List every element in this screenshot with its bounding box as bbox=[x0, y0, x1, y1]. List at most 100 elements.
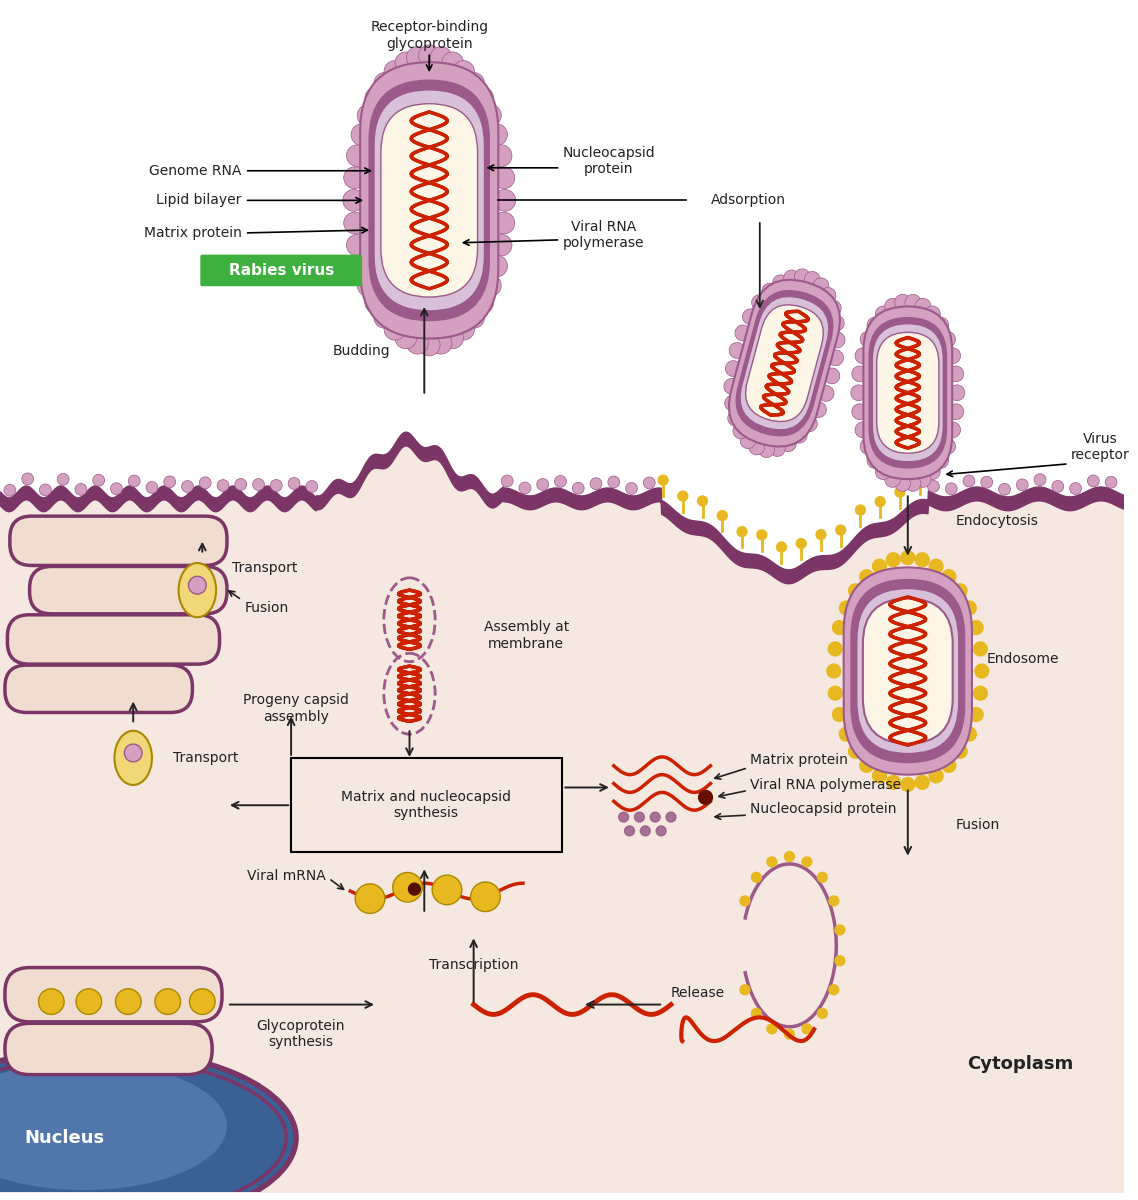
Circle shape bbox=[835, 956, 844, 966]
Circle shape bbox=[901, 551, 915, 564]
Circle shape bbox=[816, 529, 826, 540]
Circle shape bbox=[820, 288, 836, 304]
Circle shape bbox=[873, 559, 887, 574]
Circle shape bbox=[852, 404, 867, 420]
Circle shape bbox=[884, 472, 900, 487]
Circle shape bbox=[954, 744, 967, 758]
Circle shape bbox=[998, 484, 1011, 496]
Circle shape bbox=[830, 332, 846, 348]
FancyBboxPatch shape bbox=[729, 280, 840, 446]
Circle shape bbox=[927, 480, 939, 492]
Circle shape bbox=[894, 487, 905, 497]
Circle shape bbox=[860, 758, 874, 773]
Circle shape bbox=[970, 620, 983, 635]
Circle shape bbox=[749, 439, 765, 455]
Circle shape bbox=[164, 476, 175, 487]
Circle shape bbox=[725, 361, 741, 377]
Text: Nucleocapsid protein: Nucleocapsid protein bbox=[750, 802, 897, 816]
Circle shape bbox=[801, 416, 817, 432]
Circle shape bbox=[915, 472, 931, 487]
Circle shape bbox=[827, 664, 841, 678]
Circle shape bbox=[472, 88, 494, 109]
Circle shape bbox=[828, 686, 842, 700]
Circle shape bbox=[643, 476, 655, 488]
Text: Genome RNA: Genome RNA bbox=[149, 163, 241, 178]
Text: Matrix protein: Matrix protein bbox=[750, 752, 848, 767]
Circle shape bbox=[759, 442, 775, 457]
Circle shape bbox=[948, 366, 964, 382]
Circle shape bbox=[554, 475, 567, 487]
Circle shape bbox=[949, 385, 965, 401]
Circle shape bbox=[963, 727, 976, 740]
Circle shape bbox=[472, 292, 494, 313]
Circle shape bbox=[351, 256, 373, 277]
Circle shape bbox=[817, 872, 827, 882]
Circle shape bbox=[781, 436, 797, 451]
Text: Glycoprotein
synthesis: Glycoprotein synthesis bbox=[257, 1019, 345, 1049]
Text: Transport: Transport bbox=[232, 562, 297, 576]
Circle shape bbox=[75, 484, 86, 496]
Circle shape bbox=[852, 366, 867, 382]
Text: Matrix protein: Matrix protein bbox=[143, 226, 241, 240]
Text: Rabies virus: Rabies virus bbox=[229, 263, 333, 278]
Circle shape bbox=[833, 708, 847, 721]
Circle shape bbox=[344, 167, 365, 188]
Circle shape bbox=[626, 482, 637, 494]
Circle shape bbox=[479, 104, 501, 126]
FancyBboxPatch shape bbox=[872, 324, 943, 462]
FancyBboxPatch shape bbox=[857, 588, 959, 754]
FancyBboxPatch shape bbox=[30, 566, 226, 614]
Circle shape bbox=[155, 989, 181, 1014]
Circle shape bbox=[395, 52, 417, 73]
Circle shape bbox=[942, 570, 956, 583]
Circle shape bbox=[828, 642, 842, 656]
Circle shape bbox=[641, 826, 650, 836]
Circle shape bbox=[182, 480, 193, 492]
Circle shape bbox=[501, 475, 513, 487]
Circle shape bbox=[963, 601, 976, 614]
Text: Nucleus: Nucleus bbox=[24, 1129, 105, 1147]
Circle shape bbox=[824, 368, 840, 384]
Circle shape bbox=[39, 989, 64, 1014]
Text: Viral mRNA: Viral mRNA bbox=[247, 869, 325, 883]
Text: Transcription: Transcription bbox=[429, 958, 519, 972]
FancyBboxPatch shape bbox=[851, 580, 964, 762]
Circle shape bbox=[973, 686, 988, 700]
Circle shape bbox=[784, 270, 800, 286]
Circle shape bbox=[271, 480, 282, 491]
Circle shape bbox=[930, 559, 943, 574]
Circle shape bbox=[761, 283, 777, 299]
Text: Receptor-binding
glycoprotein: Receptor-binding glycoprotein bbox=[370, 20, 488, 50]
Circle shape bbox=[791, 427, 807, 443]
Circle shape bbox=[805, 271, 820, 287]
FancyBboxPatch shape bbox=[374, 90, 485, 311]
Circle shape bbox=[945, 422, 960, 438]
Circle shape bbox=[657, 826, 666, 836]
Text: Adsorption: Adsorption bbox=[710, 193, 785, 208]
Circle shape bbox=[940, 331, 956, 347]
FancyBboxPatch shape bbox=[876, 332, 939, 454]
Circle shape bbox=[658, 475, 668, 485]
Circle shape bbox=[217, 480, 229, 492]
Circle shape bbox=[933, 317, 949, 332]
Circle shape bbox=[357, 104, 379, 126]
Circle shape bbox=[855, 348, 871, 364]
Circle shape bbox=[933, 452, 949, 468]
Text: Cytoplasm: Cytoplasm bbox=[967, 1055, 1073, 1073]
Circle shape bbox=[442, 328, 463, 349]
Circle shape bbox=[840, 601, 854, 614]
Circle shape bbox=[873, 769, 887, 782]
Circle shape bbox=[406, 332, 428, 354]
Circle shape bbox=[740, 433, 756, 449]
Circle shape bbox=[430, 332, 452, 354]
Circle shape bbox=[650, 812, 660, 822]
Circle shape bbox=[384, 61, 406, 83]
Circle shape bbox=[817, 1008, 827, 1019]
Circle shape bbox=[234, 479, 247, 491]
Circle shape bbox=[894, 475, 910, 491]
Circle shape bbox=[471, 882, 501, 912]
Circle shape bbox=[735, 325, 751, 341]
Circle shape bbox=[915, 474, 924, 484]
Circle shape bbox=[946, 482, 957, 494]
Circle shape bbox=[733, 424, 749, 439]
